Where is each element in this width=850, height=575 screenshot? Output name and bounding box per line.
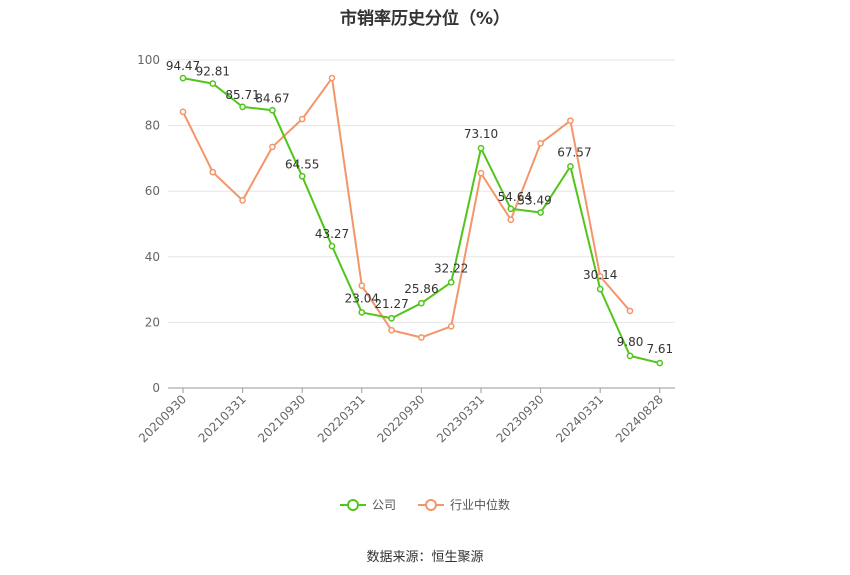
data-label-1: 92.81 — [196, 65, 230, 79]
data-label-10: 73.10 — [464, 127, 498, 141]
x-tick-label-20230331: 20230331 — [434, 392, 487, 445]
data-label-2: 85.71 — [225, 88, 259, 102]
series-0-point-16 — [656, 359, 664, 367]
data-label-5: 43.27 — [315, 227, 349, 241]
series-0-point-2 — [239, 103, 246, 111]
series-1-point-1 — [209, 168, 217, 176]
series-0-point-9 — [447, 278, 455, 286]
series-1-point-5 — [328, 74, 336, 82]
series-0-point-12 — [537, 209, 544, 216]
data-label-15: 9.80 — [617, 335, 644, 349]
series-1-point-12 — [537, 139, 544, 147]
series-0-point-0 — [179, 74, 187, 82]
series-1-point-4 — [298, 115, 306, 123]
x-tick-label-20210930: 20210930 — [255, 392, 308, 445]
data-label-9: 32.22 — [434, 261, 468, 275]
chart-legend: 公司 行业中位数 — [0, 496, 850, 513]
series-1-point-10 — [477, 169, 485, 177]
series-0-point-14 — [596, 285, 604, 293]
series-1-point-6 — [358, 282, 366, 290]
y-tick-label-0: 0 — [152, 381, 160, 395]
series-0-point-4 — [298, 172, 306, 180]
series-1-point-3 — [269, 143, 276, 151]
y-tick-label-100: 100 — [137, 53, 160, 67]
data-label-4: 64.55 — [285, 157, 319, 171]
data-label-12: 53.49 — [517, 194, 551, 208]
chart-title: 市销率历史分位（%） — [339, 9, 511, 29]
legend-label-company: 公司 — [371, 498, 396, 512]
data-label-8: 25.86 — [404, 282, 438, 296]
data-label-11: 54.64 — [498, 190, 532, 204]
series-1-point-11 — [507, 216, 515, 224]
data-label-0: 94.47 — [166, 59, 200, 73]
series-1-point-7 — [388, 326, 395, 334]
data-source: 数据来源：恒生聚源 — [366, 550, 484, 565]
series-0-point-5 — [328, 242, 336, 250]
legend-item-industry-median[interactable]: 行业中位数 — [418, 496, 510, 513]
legend-item-company[interactable]: 公司 — [339, 496, 396, 513]
series-1-point-9 — [447, 322, 455, 330]
series-line-0 — [182, 77, 661, 365]
data-label-16: 7.61 — [646, 342, 673, 356]
y-tick-label-60: 60 — [145, 184, 160, 198]
series-0-point-11 — [507, 205, 515, 213]
series-0-point-10 — [477, 144, 485, 152]
x-tick-label-20240331: 20240331 — [553, 392, 606, 445]
series-0-point-6 — [358, 309, 366, 316]
legend-swatch-industry-median — [418, 498, 444, 512]
series-0-point-1 — [209, 80, 217, 87]
series-1-point-13 — [567, 117, 574, 125]
series-0-point-15 — [626, 352, 634, 360]
x-tick-label-20230930: 20230930 — [494, 392, 547, 445]
series-1-point-2 — [239, 197, 246, 204]
x-tick-label-20240828: 20240828 — [613, 392, 666, 445]
legend-label-industry-median: 行业中位数 — [450, 498, 511, 512]
series-0-point-3 — [269, 106, 276, 114]
x-tick-label-20200930: 20200930 — [136, 392, 189, 445]
data-label-3: 84.67 — [255, 91, 289, 105]
x-tick-label-20210331: 20210331 — [196, 392, 249, 445]
series-1-point-8 — [418, 334, 425, 341]
series-0-point-7 — [388, 314, 395, 322]
data-label-14: 30.14 — [583, 268, 617, 282]
legend-swatch-company — [339, 498, 366, 512]
data-label-6: 23.04 — [345, 291, 379, 305]
y-tick-label-20: 20 — [145, 315, 160, 329]
y-tick-label-80: 80 — [145, 119, 160, 133]
y-tick-label-40: 40 — [145, 250, 160, 264]
x-tick-label-20220930: 20220930 — [374, 392, 427, 445]
series-0-point-8 — [418, 299, 425, 307]
x-tick-label-20220331: 20220331 — [315, 392, 368, 445]
series-0-point-13 — [567, 163, 574, 170]
series-line-1 — [182, 77, 631, 339]
series-1-point-15 — [626, 307, 634, 315]
series-1-point-0 — [179, 108, 187, 116]
data-label-13: 67.57 — [557, 145, 591, 159]
data-label-7: 21.27 — [374, 297, 408, 311]
